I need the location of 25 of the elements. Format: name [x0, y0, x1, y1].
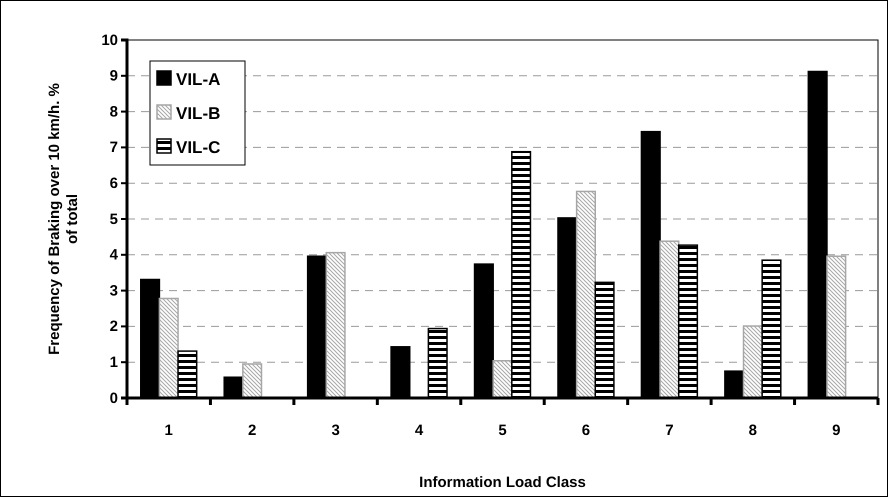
y-tick-label: 6 — [110, 175, 118, 192]
x-tick-label: 4 — [414, 422, 424, 439]
y-tick-label: 8 — [110, 103, 118, 120]
x-axis-title: Information Load Class — [419, 474, 586, 491]
y-tick-label: 5 — [110, 210, 118, 228]
y-tick-label: 9 — [110, 68, 118, 85]
y-tick-label: 10 — [101, 32, 118, 49]
y-tick-label: 0 — [110, 390, 118, 407]
y-tick-label: 3 — [110, 282, 118, 300]
y-tick-label: 7 — [110, 139, 118, 156]
x-tick-label: 7 — [665, 422, 674, 439]
legend-label: VIL-B — [176, 104, 220, 123]
x-tick-label: 6 — [582, 422, 590, 439]
legend-label: VIL-C — [176, 138, 220, 157]
y-tick-label: 2 — [110, 318, 118, 336]
y-tick-label: 4 — [110, 246, 119, 264]
legend-label: VIL-A — [176, 70, 220, 89]
x-tick-label: 5 — [498, 422, 507, 439]
x-tick-label: 8 — [748, 422, 758, 439]
y-axis-title: Frequency of Braking over 10 km/h. % of total — [46, 83, 81, 355]
y-tick-label: 1 — [110, 354, 118, 371]
x-tick-label: 9 — [832, 422, 840, 439]
x-tick-label: 1 — [164, 422, 173, 439]
x-tick-label: 3 — [331, 422, 340, 439]
x-tick-label: 2 — [248, 422, 256, 439]
